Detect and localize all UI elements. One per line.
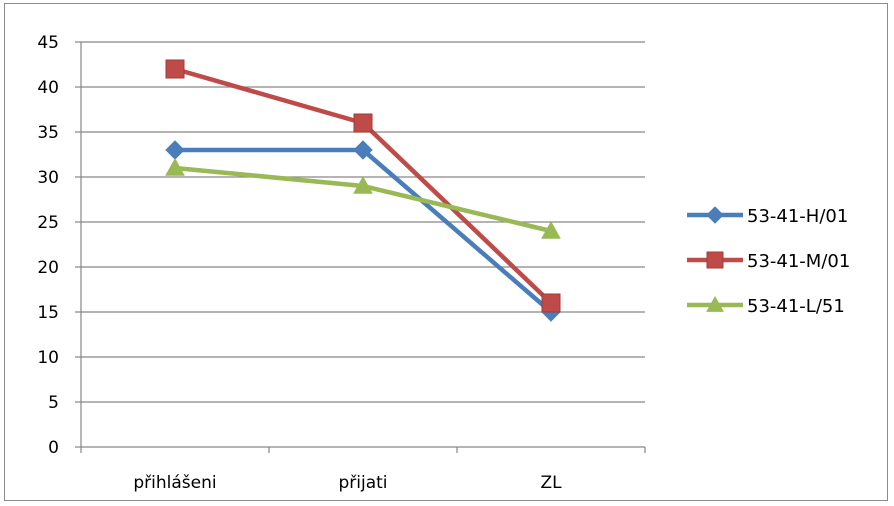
series-2	[165, 59, 561, 313]
x-tick-label: přihlášeni	[133, 473, 216, 493]
y-tick-label: 35	[37, 123, 59, 143]
data-point-diamond	[165, 140, 185, 160]
data-point-square	[353, 113, 373, 133]
y-tick-label: 10	[37, 348, 59, 368]
data-point-square	[541, 293, 561, 313]
data-point-triangle	[706, 295, 724, 312]
data-point-triangle	[353, 175, 373, 194]
series-1	[165, 140, 561, 322]
y-tick-labels: 0 5 10 15 20 25 30 35 40 45	[37, 33, 59, 458]
line-chart: 0 5 10 15 20 25 30 35 40 45 přihlášeni přijati ZL 5…	[37, 33, 850, 493]
series-3	[165, 157, 561, 239]
legend-label: 53-41-H/01	[747, 206, 848, 227]
data-point-diamond	[706, 206, 724, 224]
data-point-square	[165, 59, 185, 79]
series	[165, 59, 561, 322]
y-tick-label: 30	[37, 168, 59, 188]
chart-frame: 0 5 10 15 20 25 30 35 40 45 přihlášeni přijati ZL 5…	[4, 3, 888, 501]
legend-item-3: 53-41-L/51	[687, 295, 845, 317]
data-point-square	[706, 251, 724, 269]
legend-label: 53-41-M/01	[747, 251, 850, 272]
x-tick-label: přijati	[338, 473, 387, 493]
y-tick-label: 5	[48, 393, 59, 413]
gridlines	[81, 41, 645, 403]
y-tick-label: 20	[37, 258, 59, 278]
legend-label: 53-41-L/51	[747, 296, 845, 317]
y-tick-label: 45	[37, 33, 59, 53]
legend: 53-41-H/01 53-41-M/01 53-41-L/51	[687, 206, 850, 317]
legend-item-2: 53-41-M/01	[687, 251, 850, 272]
data-point-triangle	[165, 157, 185, 176]
x-tick-labels: přihlášeni přijati ZL	[133, 473, 562, 493]
y-tick-label: 25	[37, 213, 59, 233]
y-tick-label: 40	[37, 78, 59, 98]
x-tick-label: ZL	[540, 473, 562, 493]
data-point-diamond	[353, 140, 373, 160]
y-tick-label: 0	[48, 438, 59, 458]
legend-item-1: 53-41-H/01	[687, 206, 848, 227]
axes	[75, 41, 646, 453]
y-tick-label: 15	[37, 303, 59, 323]
data-point-triangle	[541, 220, 561, 239]
